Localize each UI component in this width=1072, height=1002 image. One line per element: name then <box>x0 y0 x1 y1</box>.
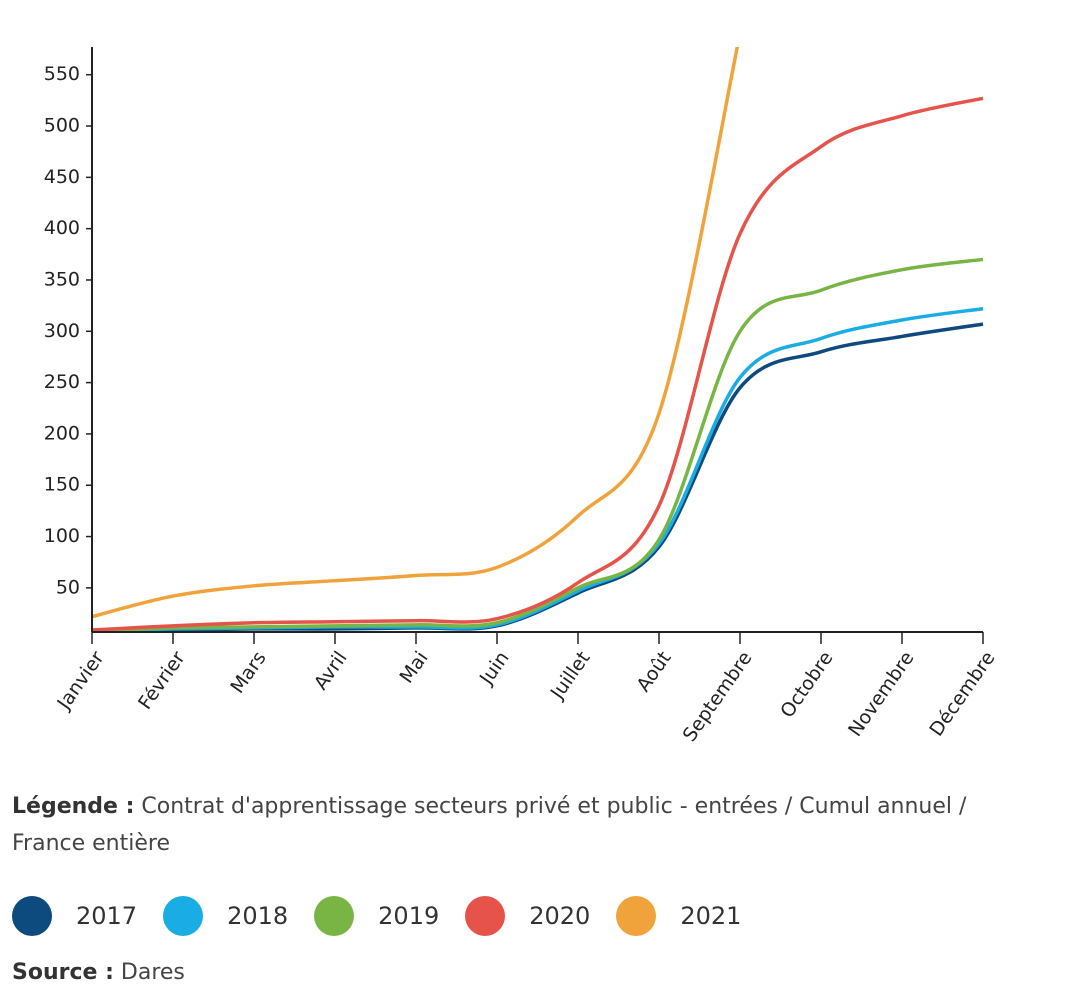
legend-swatch <box>314 896 355 936</box>
legend-swatch <box>616 896 657 936</box>
y-tick-label: 200 <box>44 422 80 444</box>
y-tick-label: 450 <box>44 166 80 188</box>
source: Source : Dares <box>12 960 185 985</box>
legend-item: 2019 <box>314 896 439 936</box>
y-tick-label: 500 <box>44 115 80 137</box>
x-tick-label: Avril <box>310 647 352 694</box>
series-line <box>92 322 984 632</box>
y-tick-label: 150 <box>44 474 80 496</box>
legend-label: 2019 <box>378 902 440 930</box>
x-tick-label: Juin <box>475 647 514 689</box>
legend-label: 2018 <box>227 902 289 930</box>
y-tick-label: 300 <box>44 320 80 342</box>
x-tick-label: Février <box>134 647 190 713</box>
source-text: Dares <box>120 960 185 985</box>
x-tick-label: Décembre <box>925 647 999 740</box>
legend-item: 2018 <box>163 896 288 936</box>
series-line <box>92 96 984 632</box>
caption-text: Contrat d'apprentissage secteurs privé e… <box>12 794 967 856</box>
x-tick-label: Juillet <box>546 647 595 704</box>
source-label: Source : <box>12 960 114 985</box>
legend-label: 2020 <box>529 902 591 930</box>
y-tick-label: 550 <box>44 63 80 85</box>
legend-item: 2017 <box>12 896 137 936</box>
chart: 50 100 150 200 250 300 350 400 450 500 550 Janvier F… <box>44 47 1000 746</box>
series-line <box>92 47 740 619</box>
x-tick-label: Octobre <box>776 647 837 722</box>
legend-label: 2021 <box>680 902 742 930</box>
legend-label: 2017 <box>76 902 138 930</box>
y-tick-label: 400 <box>44 217 80 239</box>
y-tick-label: 100 <box>44 525 80 547</box>
caption-label: Légende : <box>12 794 135 819</box>
x-tick-label: Novembre <box>844 647 918 740</box>
x-tick-label: Août <box>632 647 675 695</box>
legend-swatch <box>465 896 506 936</box>
x-tick-label: Mai <box>395 647 432 687</box>
legend-swatch <box>163 896 204 936</box>
y-tick-label: 250 <box>44 371 80 393</box>
y-tick-label: 350 <box>44 268 80 290</box>
legend: 2017 2018 2019 2020 2021 <box>12 896 767 936</box>
series-line <box>92 257 984 632</box>
legend-swatch <box>12 896 52 936</box>
x-tick-label: Septembre <box>679 647 757 745</box>
x-tick-label: Mars <box>226 647 270 697</box>
plot-area <box>92 47 984 632</box>
y-tick-label: 50 <box>56 576 80 598</box>
legend-item: 2020 <box>465 896 590 936</box>
caption: Légende : Contrat d'apprentissage secteu… <box>12 788 1042 862</box>
x-tick-label: Janvier <box>53 647 109 714</box>
legend-item: 2021 <box>616 896 741 936</box>
series-line <box>92 306 984 632</box>
